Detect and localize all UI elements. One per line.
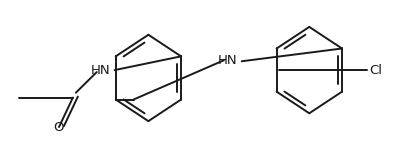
Text: O: O [54, 120, 64, 134]
Text: HN: HN [218, 54, 238, 67]
Text: HN: HN [91, 64, 110, 77]
Text: Cl: Cl [369, 64, 382, 77]
